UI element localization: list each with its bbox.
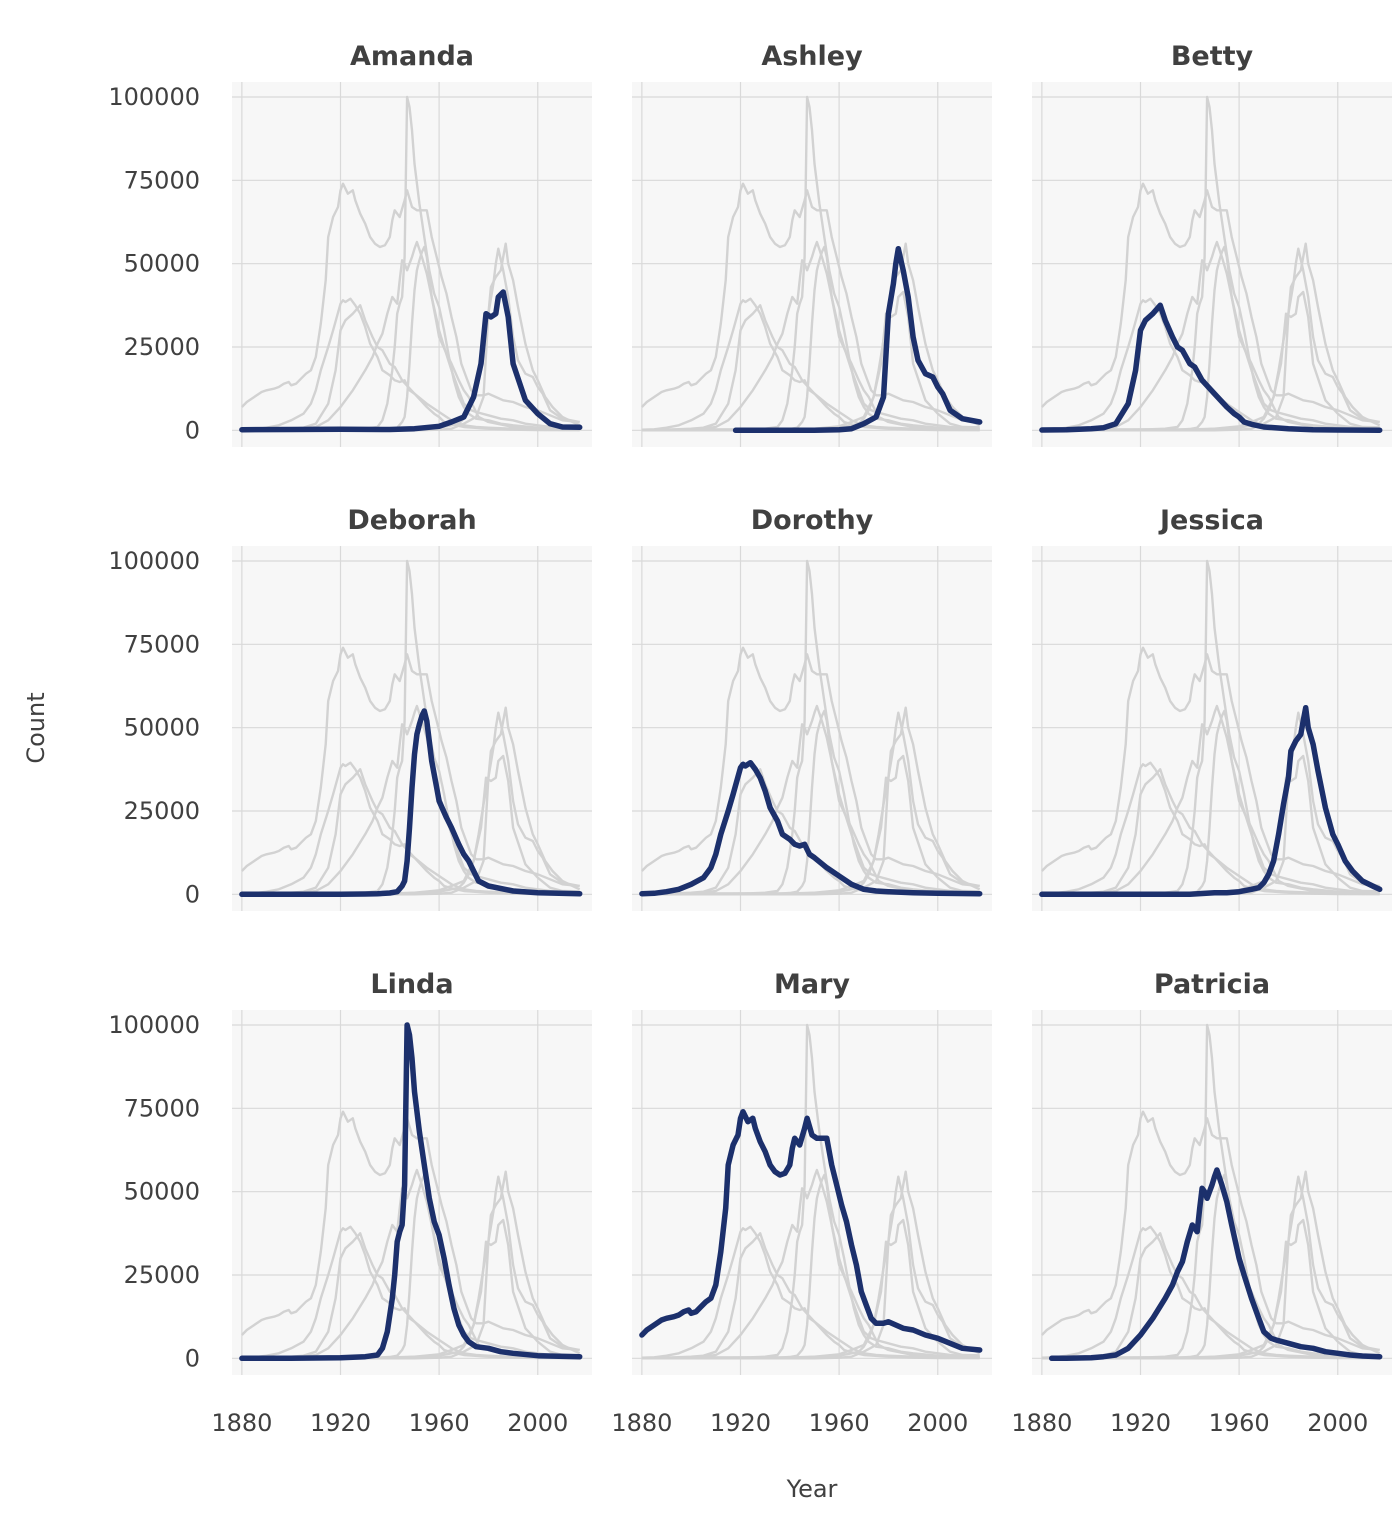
- facet-title: Betty: [1171, 41, 1254, 72]
- x-tick-label: 2000: [907, 1409, 968, 1437]
- x-tick-label: 1960: [409, 1409, 470, 1437]
- background-series-line: [1041, 1023, 1380, 1360]
- facet-title: Ashley: [761, 41, 863, 72]
- panel-patricia: 1880 1920 1960 2000 Patricia: [1011, 969, 1392, 1437]
- background-series-line: [1041, 1225, 1380, 1359]
- background-series-line: [641, 1170, 981, 1360]
- x-tick-label: 1960: [809, 1409, 870, 1437]
- facet-panels: 0 25000 50000 75000 100000 Amanda Ashley Betty 0…: [108, 41, 1392, 1437]
- background-series-line: [651, 1168, 980, 1360]
- background-series-line: [1041, 761, 1380, 895]
- background-series-line: [241, 95, 580, 432]
- y-tick-label: 75000: [124, 166, 200, 194]
- background-series-line: [251, 240, 580, 432]
- background-series-line: [1051, 704, 1380, 896]
- background-series-line: [241, 706, 581, 896]
- panel-linda: 0 25000 50000 75000 100000 1880 1920 1960 2000 Li…: [108, 969, 592, 1437]
- highlight-series-line: [732, 245, 983, 434]
- background-series-line: [241, 1110, 580, 1352]
- facet-title: Dorothy: [751, 505, 874, 536]
- y-tick-label: 100000: [108, 1011, 200, 1039]
- background-series-line: [1041, 242, 1381, 432]
- x-axis-label: Year: [786, 1475, 838, 1503]
- x-tick-label: 1880: [1011, 1409, 1072, 1437]
- y-tick-label: 0: [185, 880, 200, 908]
- x-tick-label: 2000: [507, 1409, 568, 1437]
- panel-ashley: Ashley: [632, 41, 992, 447]
- y-tick-label: 50000: [124, 1178, 200, 1206]
- y-tick-label: 75000: [124, 1094, 200, 1122]
- highlight-series-line: [1039, 704, 1383, 898]
- y-tick-label: 25000: [124, 797, 200, 825]
- background-series-line: [1051, 240, 1380, 432]
- background-series-line: [641, 559, 980, 896]
- background-series-line: [651, 704, 980, 896]
- background-series-line: [641, 182, 980, 424]
- highlight-series-line: [639, 1108, 983, 1353]
- background-series-line: [1041, 1173, 1380, 1360]
- y-tick-label: 100000: [108, 547, 200, 575]
- y-tick-label: 50000: [124, 714, 200, 742]
- background-series-line: [251, 1168, 580, 1360]
- highlight-series-line: [639, 759, 983, 897]
- y-tick-label: 25000: [124, 1261, 200, 1289]
- background-series-line: [641, 709, 980, 896]
- panel-deborah: 0 25000 50000 75000 100000 Deborah: [108, 505, 592, 911]
- x-tick-label: 1880: [611, 1409, 672, 1437]
- background-series-line: [241, 646, 580, 888]
- y-tick-label: 25000: [124, 333, 200, 361]
- y-axis-label: Count: [22, 692, 50, 763]
- background-series-line: [641, 706, 981, 896]
- highlight-series-line: [1039, 302, 1383, 433]
- x-tick-label: 1920: [710, 1409, 771, 1437]
- background-series-line: [1041, 297, 1380, 431]
- background-series-line: [641, 1023, 980, 1360]
- background-series-line: [641, 1225, 980, 1359]
- facet-title: Amanda: [350, 41, 474, 72]
- y-tick-label: 100000: [108, 83, 200, 111]
- x-tick-label: 1920: [1110, 1409, 1171, 1437]
- highlight-series-line: [239, 1022, 583, 1362]
- y-tick-label: 0: [185, 1344, 200, 1372]
- x-tick-label: 1880: [211, 1409, 272, 1437]
- background-series-line: [241, 559, 580, 896]
- background-series-line: [251, 704, 580, 896]
- highlight-series-line: [1048, 1167, 1383, 1362]
- background-series-line: [241, 1173, 580, 1360]
- facet-title: Linda: [370, 969, 453, 1000]
- y-tick-label: 0: [185, 416, 200, 444]
- highlight-series-line: [239, 708, 583, 898]
- background-series-line: [641, 1173, 980, 1360]
- background-series-line: [241, 1170, 581, 1360]
- background-series-line: [641, 646, 980, 888]
- panel-amanda: 0 25000 50000 75000 100000 Amanda: [108, 41, 592, 447]
- panel-mary: 1880 1920 1960 2000 Mary: [611, 969, 992, 1437]
- x-tick-label: 1920: [310, 1409, 371, 1437]
- highlight-series-line: [239, 289, 583, 433]
- background-series-line: [1041, 182, 1380, 424]
- facet-title: Mary: [774, 969, 850, 1000]
- background-series-line: [641, 297, 980, 431]
- panel-jessica: Jessica: [1032, 505, 1392, 911]
- x-tick-label: 1960: [1209, 1409, 1270, 1437]
- facet-title: Patricia: [1154, 969, 1270, 1000]
- background-series-line: [1041, 95, 1380, 432]
- background-series-line: [241, 761, 580, 895]
- background-series-line: [651, 240, 980, 432]
- background-series-line: [1041, 1170, 1381, 1360]
- y-tick-label: 75000: [124, 630, 200, 658]
- panel-dorothy: Dorothy: [632, 505, 992, 911]
- facet-title: Deborah: [347, 505, 476, 536]
- facet-title: Jessica: [1158, 505, 1264, 536]
- background-series-line: [1041, 245, 1380, 432]
- background-series-line: [1041, 1110, 1380, 1352]
- panel-betty: Betty: [1032, 41, 1392, 447]
- x-tick-label: 2000: [1307, 1409, 1368, 1437]
- background-series-line: [1041, 559, 1380, 896]
- y-tick-label: 50000: [124, 250, 200, 278]
- background-series-line: [241, 1225, 580, 1359]
